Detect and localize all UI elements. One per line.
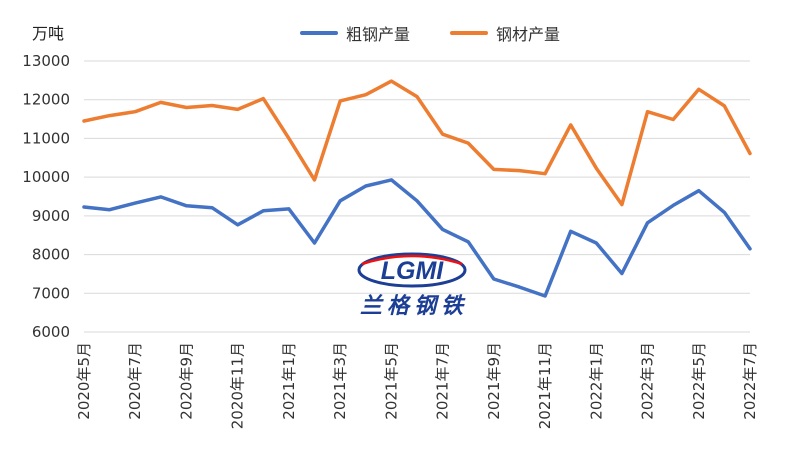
y-axis-ticks: 6000 7000 8000 9000 10000 11000 12000 13000 — [22, 52, 70, 341]
data-point — [236, 108, 239, 111]
y-tick-label: 9000 — [32, 207, 70, 225]
data-point — [287, 137, 291, 140]
legend-swatch-steel-products — [450, 31, 489, 35]
data-point — [518, 169, 521, 172]
data-point — [159, 101, 163, 104]
y-tick-label: 6000 — [32, 323, 70, 341]
x-tick-label: 2020年7月 — [126, 342, 144, 420]
data-point — [492, 168, 496, 171]
data-point — [697, 189, 700, 192]
data-point — [492, 277, 496, 281]
x-tick-label: 2021年3月 — [331, 342, 349, 420]
watermark-logo-text: LGMI — [381, 257, 445, 285]
legend-item-crude-steel: 粗钢产量 — [300, 21, 410, 45]
data-point — [595, 241, 598, 245]
x-tick-label: 2020年11月 — [229, 342, 247, 429]
data-point — [671, 118, 675, 121]
watermark-cn-text: 兰格钢铁 — [360, 294, 469, 319]
data-point — [134, 201, 137, 205]
data-point — [390, 178, 393, 182]
data-point — [287, 207, 291, 211]
data-point — [671, 204, 675, 207]
data-point — [646, 110, 649, 113]
legend-swatch-crude-steel — [300, 31, 338, 35]
x-tick-label: 2022年1月 — [587, 342, 605, 420]
data-point — [415, 199, 419, 202]
data-point — [313, 241, 316, 245]
data-point — [159, 195, 163, 199]
data-point — [108, 208, 111, 211]
data-point — [82, 205, 86, 209]
y-tick-label: 13000 — [22, 52, 70, 70]
y-tick-label: 8000 — [32, 246, 70, 264]
data-point — [390, 79, 393, 83]
data-point — [364, 184, 367, 188]
data-point — [185, 204, 188, 207]
x-axis-ticks: 2020年5月 2020年7月 2020年9月 2020年11月 2021年1月 2021… — [75, 342, 759, 429]
data-point — [697, 88, 700, 91]
x-tick-label: 2021年1月 — [280, 342, 298, 420]
x-tick-label: 2022年3月 — [639, 342, 657, 420]
series-lines — [82, 79, 752, 298]
data-point — [569, 230, 572, 233]
x-tick-label: 2021年7月 — [434, 342, 452, 420]
data-point — [82, 119, 86, 123]
data-point — [415, 95, 419, 98]
data-point — [467, 141, 470, 145]
x-tick-label: 2021年9月 — [485, 342, 503, 420]
data-point — [108, 114, 111, 117]
data-point — [134, 110, 137, 113]
data-point — [518, 285, 521, 289]
y-tick-label: 10000 — [22, 168, 70, 186]
x-tick-label: 2020年9月 — [177, 342, 195, 420]
data-point — [185, 106, 188, 109]
data-point — [236, 223, 239, 226]
y-tick-label: 12000 — [22, 91, 70, 109]
data-point — [338, 199, 342, 202]
x-tick-label: 2022年5月 — [690, 342, 708, 420]
data-point — [543, 294, 547, 298]
y-tick-label: 11000 — [22, 129, 70, 147]
watermark: LGMI 兰格钢铁 — [356, 252, 472, 322]
x-tick-label: 2020年5月 — [75, 342, 93, 420]
data-point — [364, 93, 367, 96]
data-point — [210, 104, 214, 107]
data-point — [569, 123, 572, 127]
data-point — [441, 228, 444, 231]
legend-item-steel-products: 钢材产量 — [450, 21, 560, 45]
data-point — [262, 209, 265, 213]
x-tick-label: 2022年7月 — [741, 342, 759, 420]
legend-label-crude-steel: 粗钢产量 — [346, 25, 411, 44]
data-point — [723, 211, 726, 214]
x-tick-label: 2021年5月 — [382, 342, 400, 420]
y-axis-unit-label: 万吨 — [32, 24, 65, 43]
data-point — [748, 152, 752, 155]
data-point — [723, 104, 726, 108]
y-tick-label: 7000 — [32, 284, 70, 302]
x-tick-label: 2021年11月 — [536, 342, 554, 429]
data-point — [441, 132, 444, 136]
data-point — [748, 247, 752, 250]
data-point — [467, 240, 470, 243]
data-point — [620, 272, 624, 275]
data-point — [595, 167, 598, 170]
lgmi-globe-logo-icon: LGMI — [357, 252, 467, 288]
data-point — [262, 97, 265, 100]
data-point — [338, 99, 342, 103]
data-point — [313, 178, 316, 182]
data-point — [210, 206, 214, 209]
legend-label-steel-products: 钢材产量 — [496, 25, 561, 44]
legend: 粗钢产量 钢材产量 — [300, 21, 560, 45]
data-point — [543, 172, 547, 175]
data-point — [646, 221, 649, 225]
data-point — [620, 203, 624, 206]
